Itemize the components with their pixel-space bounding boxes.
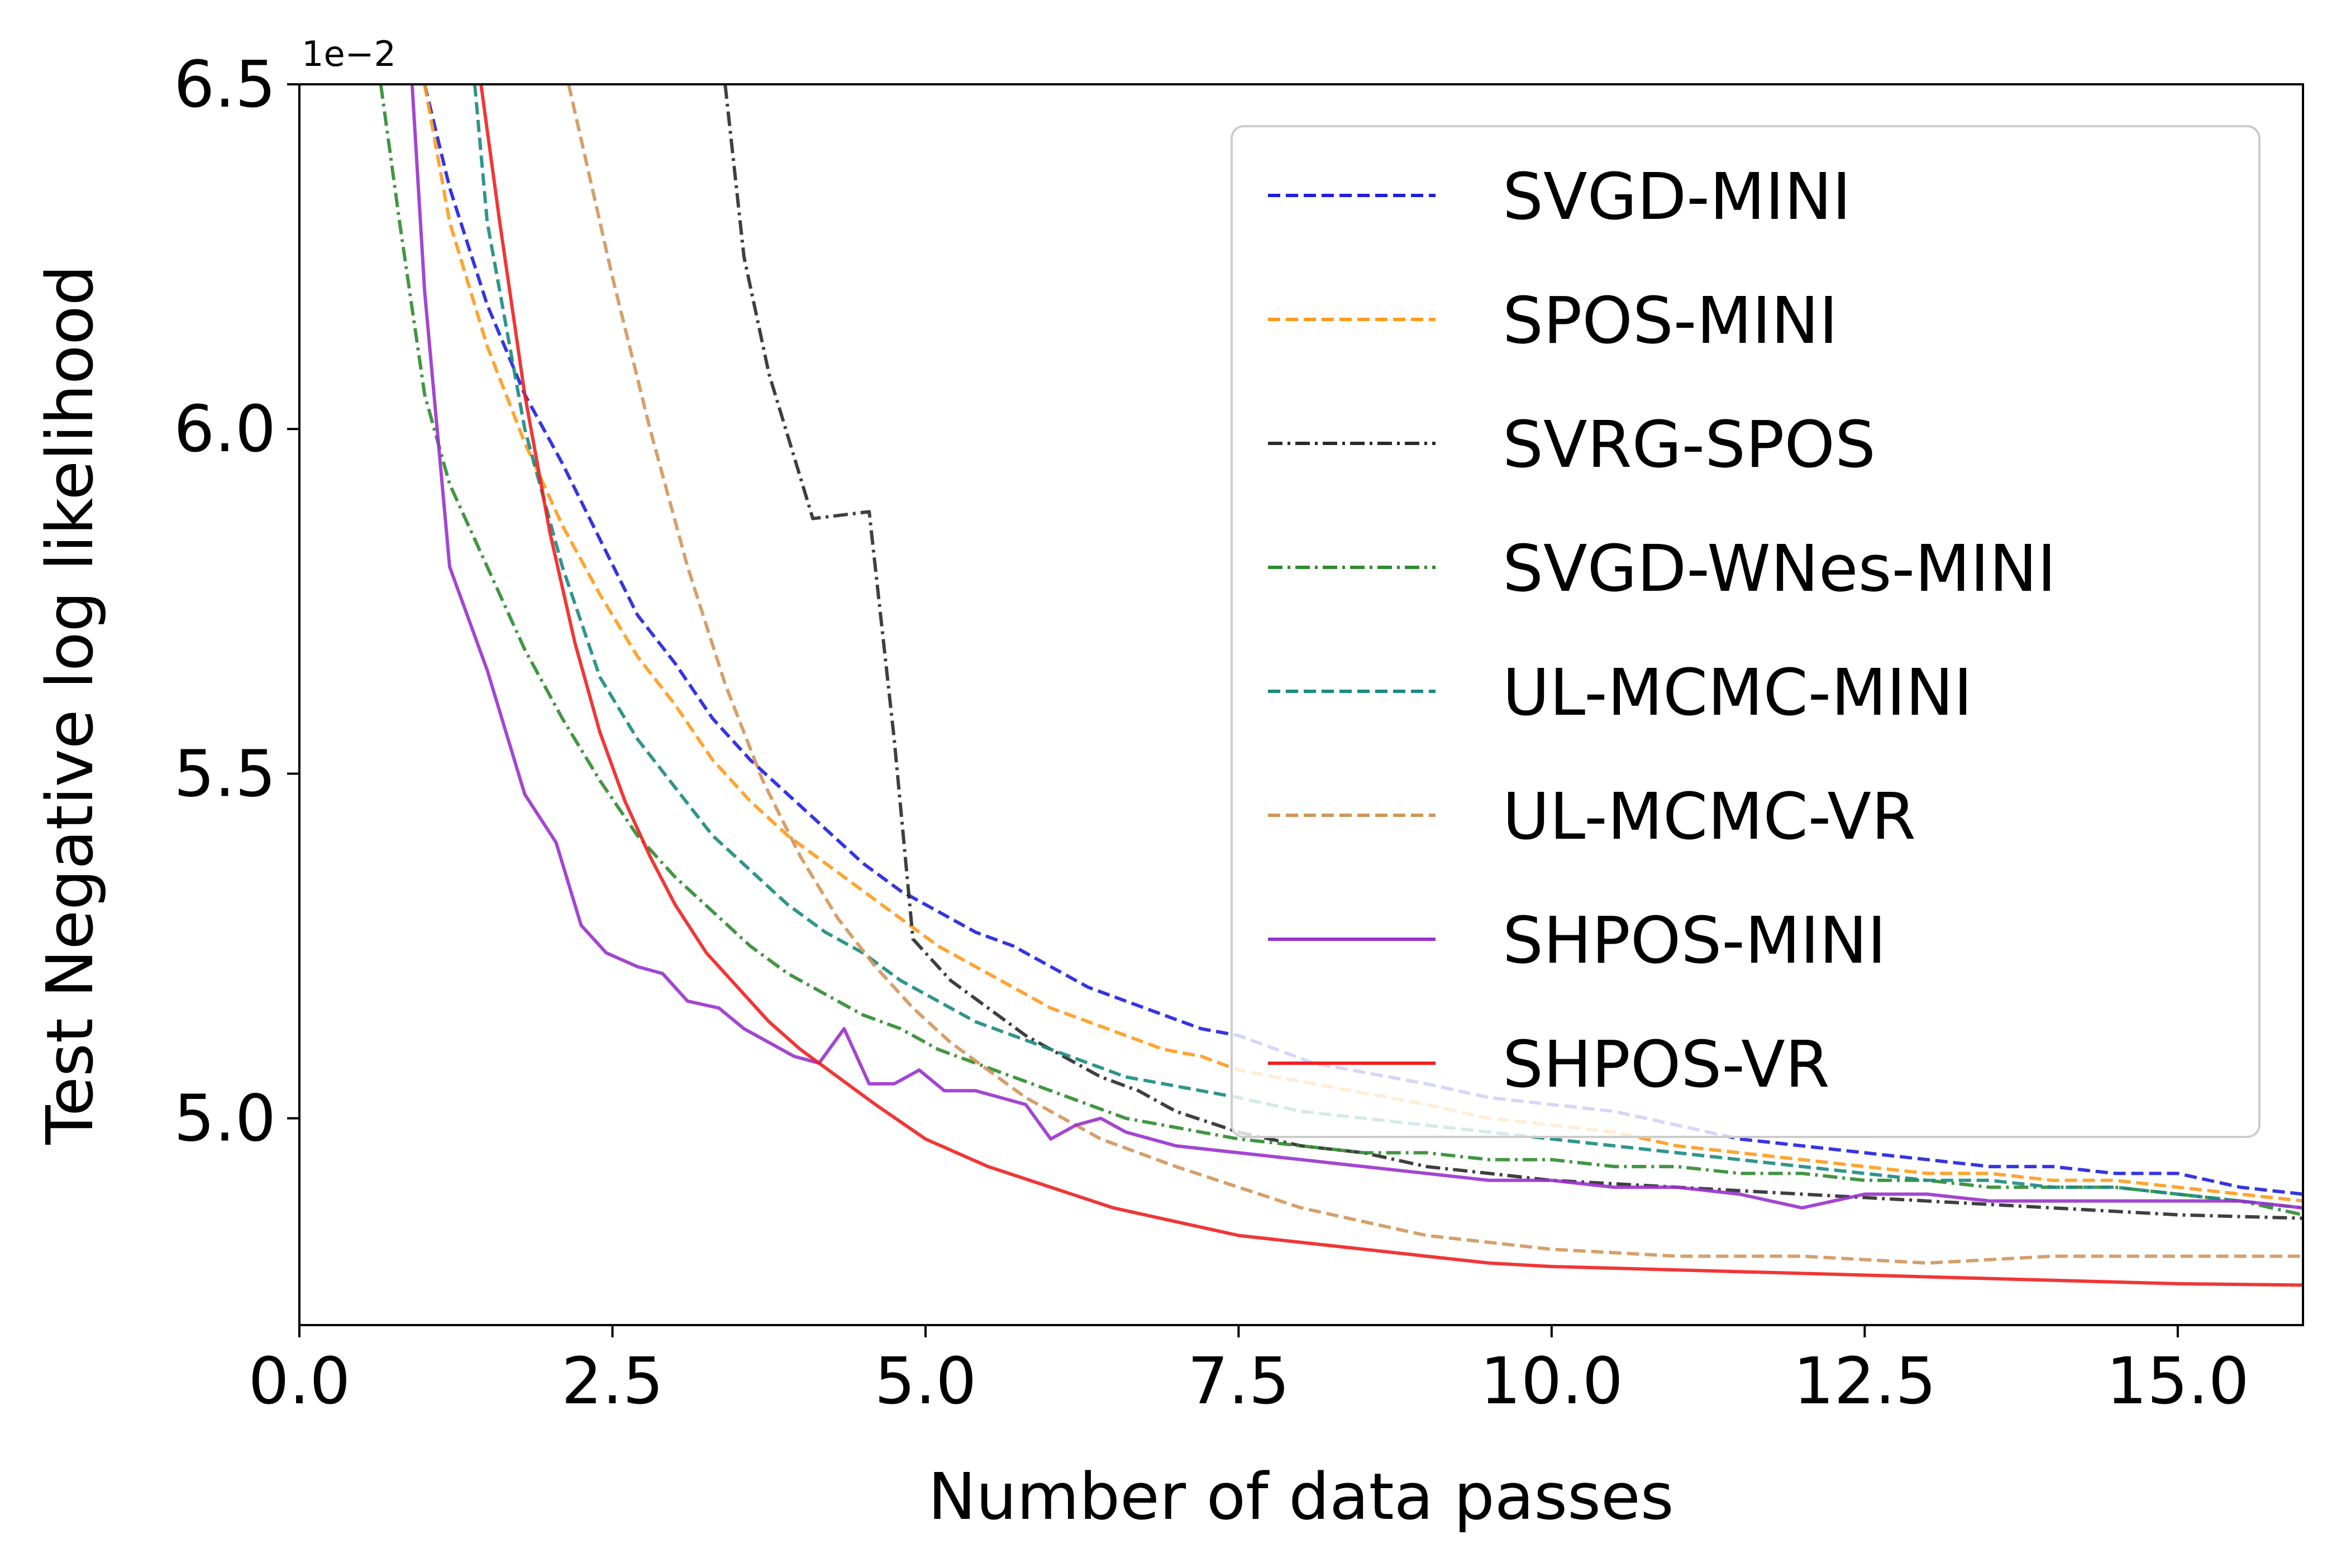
x-tick-label: 12.5: [1793, 1344, 1936, 1419]
legend-label-ul-mcmc-mini: UL-MCMC-MINI: [1503, 656, 1972, 730]
y-tick-label: 6.5: [174, 47, 276, 122]
x-tick-label: 7.5: [1188, 1344, 1290, 1419]
y-tick-label: 6.0: [174, 392, 276, 467]
y-tick-label: 5.0: [174, 1082, 276, 1156]
series-line-shpos-vr: [479, 84, 2303, 1287]
legend-label-ul-mcmc-vr: UL-MCMC-VR: [1503, 780, 1916, 854]
x-tick-label: 5.0: [874, 1344, 976, 1419]
legend-label-spos-mini: SPOS-MINI: [1503, 284, 1838, 358]
plot-frame: [298, 83, 2304, 1326]
series-layer: [379, 84, 2303, 1287]
legend-label-svgd-mini: SVGD-MINI: [1503, 160, 1851, 235]
x-tick-label: 0.0: [249, 1344, 351, 1419]
legend-label-shpos-vr: SHPOS-VR: [1503, 1027, 1830, 1102]
legend-box: [1231, 125, 2261, 1138]
legend-label-svrg-spos: SVRG-SPOS: [1503, 408, 1876, 482]
y-offset-label: 1e−2: [302, 34, 396, 74]
series-line-svrg-spos: [723, 84, 2303, 1220]
legend: SVGD-MINI SPOS-MINI SVRG-SPOS SVGD-WNes-MIN…: [1231, 125, 2261, 1138]
series-line-ul-mcmc-vr: [567, 84, 2303, 1265]
x-tick-label: 15.0: [2106, 1344, 2249, 1419]
x-tick-label: 2.5: [561, 1344, 664, 1419]
series-line-svgd-mini: [423, 84, 2303, 1196]
legend-label-svgd-wnes-mini: SVGD-WNes-MINI: [1503, 532, 2056, 606]
legend-label-shpos-mini: SHPOS-MINI: [1503, 903, 1886, 978]
y-axis-title: Test Negative log likelihood: [33, 265, 108, 1145]
x-axis: 0.0 2.5 5.0 7.5 10.0 12.5 15.0: [249, 1325, 2249, 1419]
x-tick-label: 10.0: [1480, 1344, 1623, 1419]
series-line-ul-mcmc-mini: [473, 84, 2303, 1210]
y-tick-label: 5.5: [174, 737, 276, 811]
series-line-spos-mini: [423, 84, 2303, 1203]
x-axis-title: Number of data passes: [928, 1460, 1673, 1534]
series-line-shpos-mini: [410, 84, 2303, 1210]
y-axis: 5.0 5.5 6.0 6.5: [174, 47, 299, 1156]
